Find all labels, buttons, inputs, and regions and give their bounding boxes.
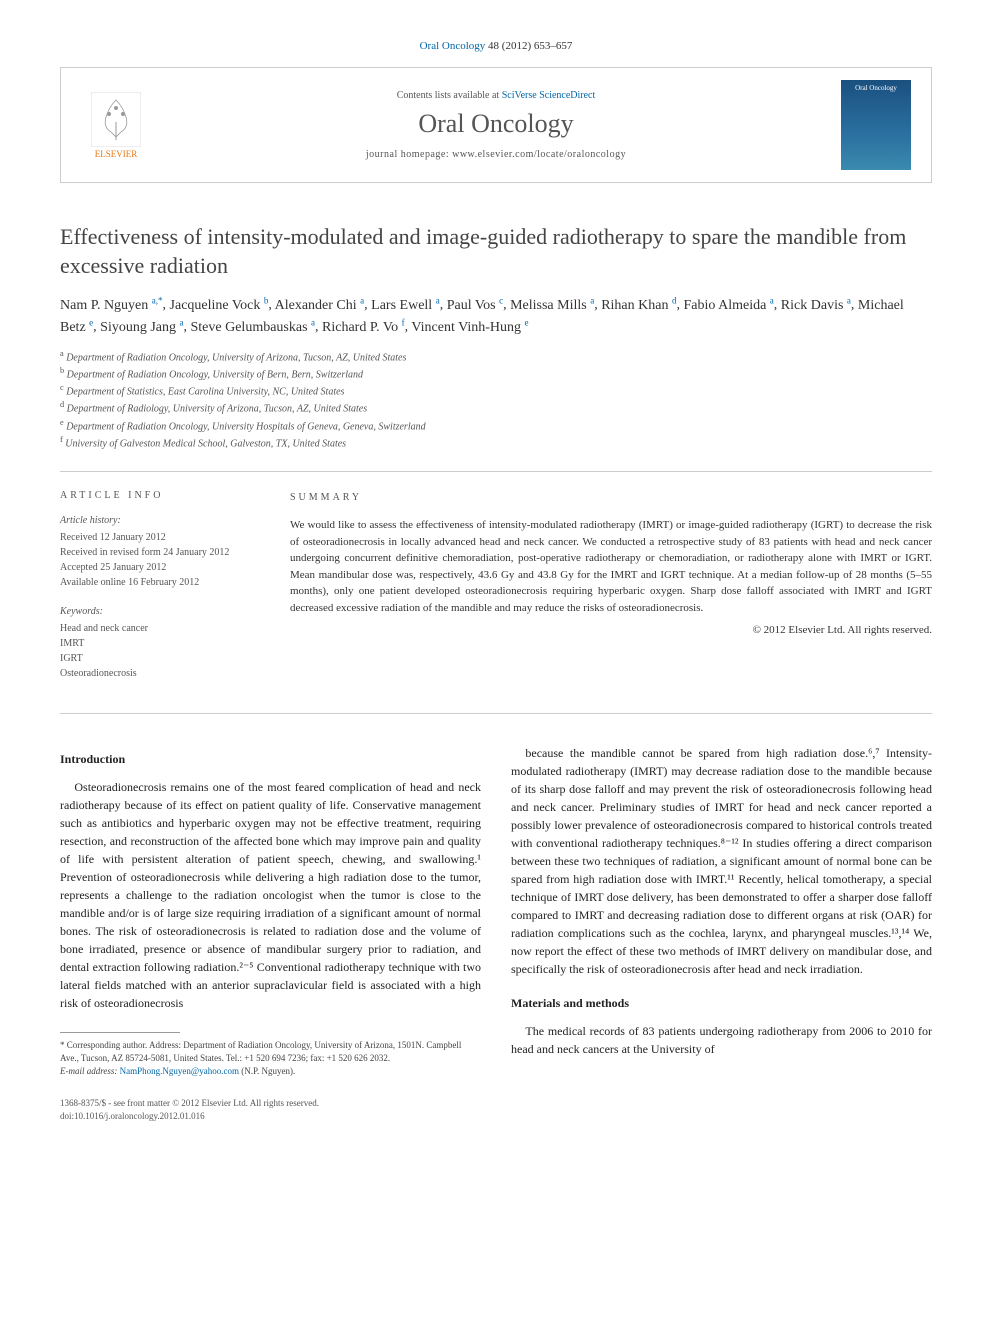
author: Paul Vos c [447, 298, 503, 313]
citation-journal[interactable]: Oral Oncology [420, 40, 486, 52]
doi-line: doi:10.1016/j.oraloncology.2012.01.016 [60, 1110, 932, 1123]
copyright-line: © 2012 Elsevier Ltd. All rights reserved… [290, 622, 932, 639]
intro-paragraph-1: Osteoradionecrosis remains one of the mo… [60, 778, 481, 1012]
history-line: Accepted 25 January 2012 [60, 560, 260, 575]
keyword: IGRT [60, 651, 260, 666]
citation-line: Oral Oncology 48 (2012) 653–657 [60, 40, 932, 52]
journal-name: Oral Oncology [151, 109, 841, 139]
article-info-sidebar: ARTICLE INFO Article history: Received 1… [60, 490, 260, 695]
article-title: Effectiveness of intensity-modulated and… [60, 223, 932, 280]
elsevier-tree-icon [91, 92, 141, 147]
author: Melissa Mills a [510, 298, 594, 313]
affiliation: d Department of Radiology, University of… [60, 399, 932, 416]
author: Alexander Chi a [275, 298, 365, 313]
author: Fabio Almeida a [683, 298, 773, 313]
email-line: E-mail address: NamPhong.Nguyen@yahoo.co… [60, 1065, 481, 1078]
affiliation: e Department of Radiation Oncology, Univ… [60, 417, 932, 434]
article-body: Introduction Osteoradionecrosis remains … [60, 744, 932, 1077]
affiliation: f University of Galveston Medical School… [60, 434, 932, 451]
history-label: Article history: [60, 513, 260, 528]
footnote-separator [60, 1032, 180, 1033]
header-center: Contents lists available at SciVerse Sci… [151, 90, 841, 160]
author: Siyoung Jang a [100, 320, 183, 335]
journal-homepage[interactable]: journal homepage: www.elsevier.com/locat… [151, 149, 841, 160]
affiliation: a Department of Radiation Oncology, Univ… [60, 348, 932, 365]
author: Lars Ewell a [371, 298, 440, 313]
article-info-row: ARTICLE INFO Article history: Received 1… [60, 471, 932, 714]
author: Jacqueline Vock b [170, 298, 269, 313]
author: Richard P. Vo f [322, 320, 405, 335]
intro-paragraph-2: because the mandible cannot be spared fr… [511, 744, 932, 978]
author: Steve Gelumbauskas a [191, 320, 316, 335]
abstract-text: We would like to assess the effectivenes… [290, 517, 932, 616]
affiliation: c Department of Statistics, East Carolin… [60, 382, 932, 399]
history-line: Available online 16 February 2012 [60, 575, 260, 590]
affiliation: b Department of Radiation Oncology, Univ… [60, 365, 932, 382]
author-list: Nam P. Nguyen a,*, Jacqueline Vock b, Al… [60, 294, 932, 337]
footnotes: * Corresponding author. Address: Departm… [60, 1039, 481, 1077]
front-matter-footer: 1368-8375/$ - see front matter © 2012 El… [60, 1097, 932, 1122]
journal-cover-thumbnail[interactable]: Oral Oncology [841, 80, 911, 170]
article-info-heading: ARTICLE INFO [60, 490, 260, 501]
publisher-name: ELSEVIER [95, 149, 138, 159]
keywords-label: Keywords: [60, 604, 260, 619]
journal-header: ELSEVIER Contents lists available at Sci… [60, 67, 932, 183]
article-history: Article history: Received 12 January 201… [60, 513, 260, 590]
sciencedirect-link[interactable]: SciVerse ScienceDirect [502, 90, 596, 101]
author-email-link[interactable]: NamPhong.Nguyen@yahoo.com [120, 1066, 239, 1076]
issn-copyright: 1368-8375/$ - see front matter © 2012 El… [60, 1097, 932, 1110]
affiliation-list: a Department of Radiation Oncology, Univ… [60, 348, 932, 452]
citation-ref: 48 (2012) 653–657 [485, 40, 572, 52]
history-line: Received in revised form 24 January 2012 [60, 545, 260, 560]
summary-column: SUMMARY We would like to assess the effe… [290, 490, 932, 695]
keyword: IMRT [60, 636, 260, 651]
author: Rick Davis a [781, 298, 851, 313]
keyword: Head and neck cancer [60, 621, 260, 636]
methods-paragraph-1: The medical records of 83 patients under… [511, 1022, 932, 1058]
summary-heading: SUMMARY [290, 490, 932, 505]
introduction-heading: Introduction [60, 750, 481, 768]
corresponding-author-note: * Corresponding author. Address: Departm… [60, 1039, 481, 1064]
author: Nam P. Nguyen a,* [60, 298, 163, 313]
contents-line: Contents lists available at SciVerse Sci… [151, 90, 841, 101]
article-keywords: Keywords: Head and neck cancerIMRTIGRTOs… [60, 604, 260, 681]
history-line: Received 12 January 2012 [60, 530, 260, 545]
author: Vincent Vinh-Hung e [411, 320, 528, 335]
elsevier-logo[interactable]: ELSEVIER [81, 85, 151, 165]
keyword: Osteoradionecrosis [60, 666, 260, 681]
methods-heading: Materials and methods [511, 994, 932, 1012]
author: Rihan Khan d [601, 298, 676, 313]
